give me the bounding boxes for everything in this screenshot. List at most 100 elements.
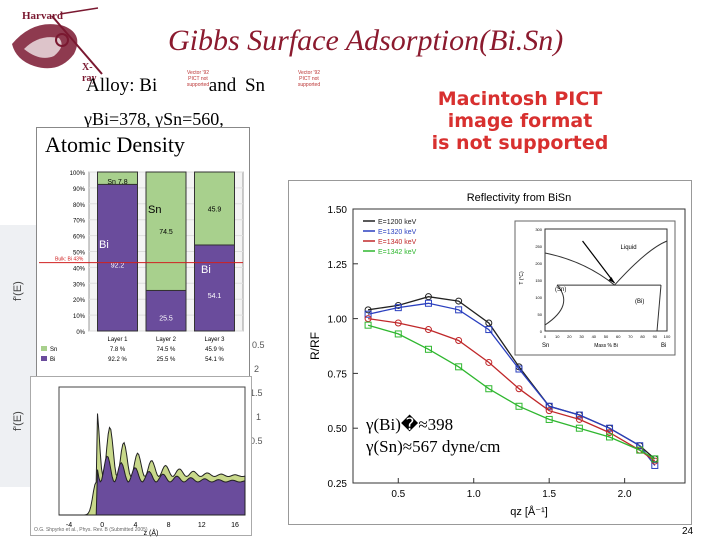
phase-right-end: Bi xyxy=(661,343,666,349)
bar-sn xyxy=(145,171,187,291)
legend-swatch-bi xyxy=(41,356,47,361)
bi-species-label: Bi xyxy=(99,239,109,251)
x-tick-label: -4 xyxy=(66,522,72,529)
bar-bi-label: 92.2 xyxy=(111,263,125,270)
y-tick-label: 70% xyxy=(73,219,86,225)
bi-phase-label: (Bi) xyxy=(635,299,644,305)
liquid-label: Liquid xyxy=(621,245,637,251)
data-point xyxy=(651,455,659,463)
bar-bi-label: 25.5 xyxy=(159,316,173,323)
bi-density-curve xyxy=(59,455,246,516)
y-tick-label: 1.50 xyxy=(328,205,348,216)
phase-y-tick: 200 xyxy=(535,261,542,266)
faint-tick: 0.5 xyxy=(250,436,263,446)
phase-x-tick: 0 xyxy=(544,334,547,339)
sn-phase-label: (Sn) xyxy=(555,287,566,293)
data-point xyxy=(636,446,644,454)
phase-x-tick: 70 xyxy=(628,334,633,339)
legend-sn: Sn xyxy=(50,347,57,353)
data-point xyxy=(364,315,372,323)
density-profile-panel: -4 0 4 8 12 16 z (Å) xyxy=(30,376,252,537)
data-point xyxy=(651,461,659,469)
data-point xyxy=(485,326,493,334)
phase-x-tick: 50 xyxy=(604,334,609,339)
y-tick-label: 0.75 xyxy=(328,369,348,380)
data-point xyxy=(455,297,463,305)
legend-bi: Bi xyxy=(50,357,55,363)
phase-plot-frame xyxy=(544,228,668,332)
footnote: O.G. Shpyrko et al., Phys. Rev. B (Submi… xyxy=(34,527,148,533)
data-point xyxy=(364,310,372,318)
density-profile-chart: -4 0 4 8 12 16 z (Å) xyxy=(58,386,246,537)
y-tick-label: 40% xyxy=(73,266,86,272)
layer-bi-row: 54.1 % xyxy=(205,357,224,363)
faint-tick: 1.5 xyxy=(250,388,263,398)
phase-x-label: Mass % Bi xyxy=(594,343,618,349)
data-point xyxy=(364,321,372,329)
phase-left-end: Sn xyxy=(542,343,549,349)
layer-bi-row: 25.5 % xyxy=(157,357,176,363)
legend-entry: E=1342 keV xyxy=(378,249,417,256)
layer-sn-row: 7.8 % xyxy=(110,347,126,353)
result-line-sn: γ(Sn)≈567 dyne/cm xyxy=(366,437,501,456)
alloy-and: and xyxy=(208,75,237,96)
atomic-density-panel: Atomic Density 100% 90% 80% 70% 60% 50% 40% 30%… xyxy=(36,127,250,377)
layer-sn-row: 74.5 % xyxy=(157,347,176,353)
alloy-sn: Sn xyxy=(244,75,266,96)
phase-x-tick: 80 xyxy=(640,334,645,339)
pict-line: is not supported xyxy=(431,132,609,154)
logo-bottom-text: X-ray xyxy=(82,62,97,84)
y-tick-label: 0.50 xyxy=(328,424,348,435)
phase-y-tick: 0 xyxy=(540,329,543,334)
y-tick-label: 1.00 xyxy=(328,315,348,326)
bar-sn xyxy=(97,171,138,185)
data-point xyxy=(394,319,402,327)
data-point xyxy=(606,433,614,441)
data-point xyxy=(545,407,553,415)
phase-y-tick: 100 xyxy=(535,295,542,300)
atomic-density-title: Atomic Density xyxy=(45,132,185,157)
x-tick-label: 16 xyxy=(231,522,239,529)
layer-bi-row: 92.2 % xyxy=(108,357,127,363)
bar-sn-label: 45.9 xyxy=(208,206,222,213)
legend-entry: E=1320 keV xyxy=(378,229,417,236)
data-point xyxy=(424,326,432,334)
data-point xyxy=(575,415,583,423)
data-point xyxy=(455,363,463,371)
x-tick-label: 12 xyxy=(198,522,206,529)
bi-species-label: Bi xyxy=(201,264,211,276)
sn-species-label: Sn xyxy=(148,204,161,216)
x-tick-label: 1.5 xyxy=(542,489,556,500)
bar-sn-label: 74.5 xyxy=(159,229,173,236)
data-point xyxy=(515,385,523,393)
bar-bi xyxy=(194,244,235,332)
arrow-head xyxy=(608,277,615,284)
y-tick-label: 80% xyxy=(73,203,86,209)
page-number: 24 xyxy=(682,526,694,537)
y-tick-label: 90% xyxy=(73,187,86,193)
layer-name: Layer 1 xyxy=(107,337,128,343)
phase-y-tick: 250 xyxy=(535,244,542,249)
y-tick-label: 1.25 xyxy=(328,260,348,271)
x-tick-label: 4 xyxy=(133,522,137,529)
data-point xyxy=(485,319,493,327)
data-point xyxy=(424,345,432,353)
y-tick-label: 50% xyxy=(73,251,86,257)
phase-x-tick: 100 xyxy=(664,334,671,339)
data-point xyxy=(424,293,432,301)
pict-line: Macintosh PICT xyxy=(437,88,603,110)
data-point xyxy=(515,365,523,373)
phase-y-tick: 150 xyxy=(535,278,542,283)
data-point xyxy=(515,402,523,410)
series-line xyxy=(367,324,656,460)
x-axis-label: z (Å) xyxy=(144,528,159,537)
data-point xyxy=(485,358,493,366)
data-point xyxy=(455,337,463,345)
data-point xyxy=(394,304,402,312)
faint-axis-label: f'(E) xyxy=(12,281,24,301)
x-tick-label: 2.0 xyxy=(618,489,632,500)
bar-bi xyxy=(97,183,138,332)
y-tick-label: 0% xyxy=(76,330,85,336)
series-line xyxy=(367,302,656,466)
atomic-density-chart: 100% 90% 80% 70% 60% 50% 40% 30% 20% 10% 0% Sn 7.8 9… xyxy=(39,171,244,363)
